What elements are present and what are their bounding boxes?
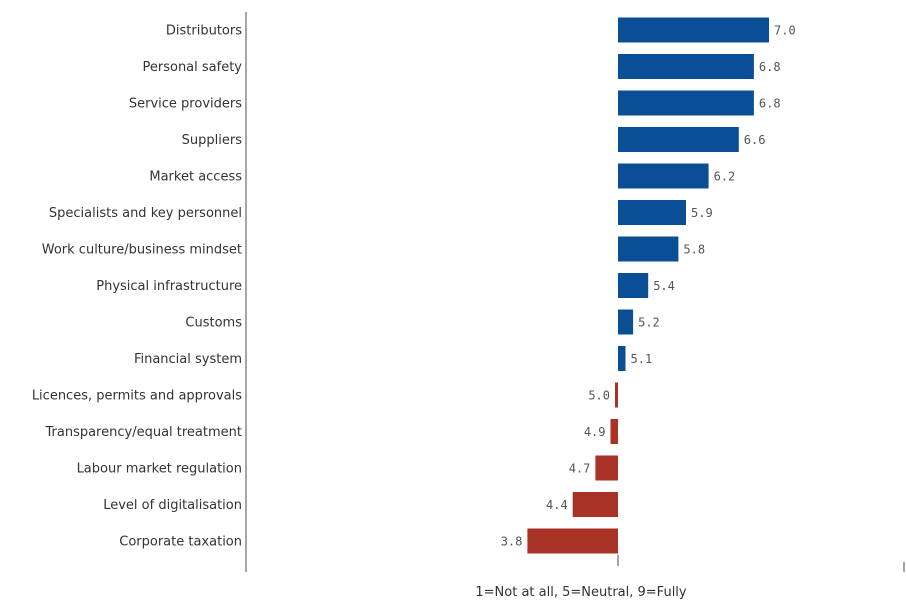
bar xyxy=(618,346,626,371)
value-label: 5.8 xyxy=(683,243,705,257)
category-label: Suppliers xyxy=(182,133,243,148)
bars xyxy=(527,17,769,554)
bar xyxy=(618,236,679,262)
category-label: Specialists and key personnel xyxy=(49,206,242,221)
value-label: 6.8 xyxy=(759,97,781,111)
category-label: Labour market regulation xyxy=(77,462,242,477)
category-label: Customs xyxy=(185,316,242,331)
category-label: Distributors xyxy=(166,24,242,39)
value-label: 5.9 xyxy=(691,206,713,220)
value-label: 5.2 xyxy=(638,316,660,330)
scale-note: 1=Not at all, 5=Neutral, 9=Fully xyxy=(475,585,687,600)
value-label: 3.8 xyxy=(501,535,523,549)
category-label: Level of digitalisation xyxy=(103,498,242,513)
category-labels: Distributors Personal safety Service provi… xyxy=(32,24,242,550)
bar xyxy=(527,528,618,554)
value-label: 6.8 xyxy=(759,60,781,74)
category-label: Financial system xyxy=(134,352,242,367)
category-label: Transparency/equal treatment xyxy=(44,425,242,440)
bar xyxy=(618,17,769,43)
value-label: 4.4 xyxy=(546,498,568,512)
value-label: 7.0 xyxy=(774,24,796,38)
value-label: 6.2 xyxy=(714,170,736,184)
value-label: 5.1 xyxy=(631,352,653,366)
value-label: 5.0 xyxy=(588,389,610,403)
category-label: Market access xyxy=(149,170,242,185)
bar xyxy=(615,382,618,408)
bar xyxy=(595,455,618,481)
value-label: 6.6 xyxy=(744,133,766,147)
category-label: Personal safety xyxy=(143,60,243,75)
category-label: Service providers xyxy=(129,97,242,112)
value-label: 5.4 xyxy=(653,279,675,293)
bar xyxy=(618,54,754,79)
category-label: Work culture/business mindset xyxy=(42,243,242,258)
bar xyxy=(610,419,618,444)
value-labels: 7.0 6.8 6.8 6.6 6.2 5.9 5.8 5.4 5.2 5.1 5.0 4.9 4.7 4… xyxy=(501,24,796,549)
category-label: Physical infrastructure xyxy=(96,279,242,294)
bar xyxy=(618,200,686,225)
value-label: 4.9 xyxy=(584,425,606,439)
bar xyxy=(618,90,754,116)
bar xyxy=(618,273,649,298)
bar xyxy=(618,309,634,335)
category-label: Licences, permits and approvals xyxy=(32,389,242,404)
bar xyxy=(572,492,618,517)
bar xyxy=(618,127,739,152)
bar xyxy=(618,163,709,189)
category-label: Corporate taxation xyxy=(119,535,242,550)
value-label: 4.7 xyxy=(569,462,591,476)
